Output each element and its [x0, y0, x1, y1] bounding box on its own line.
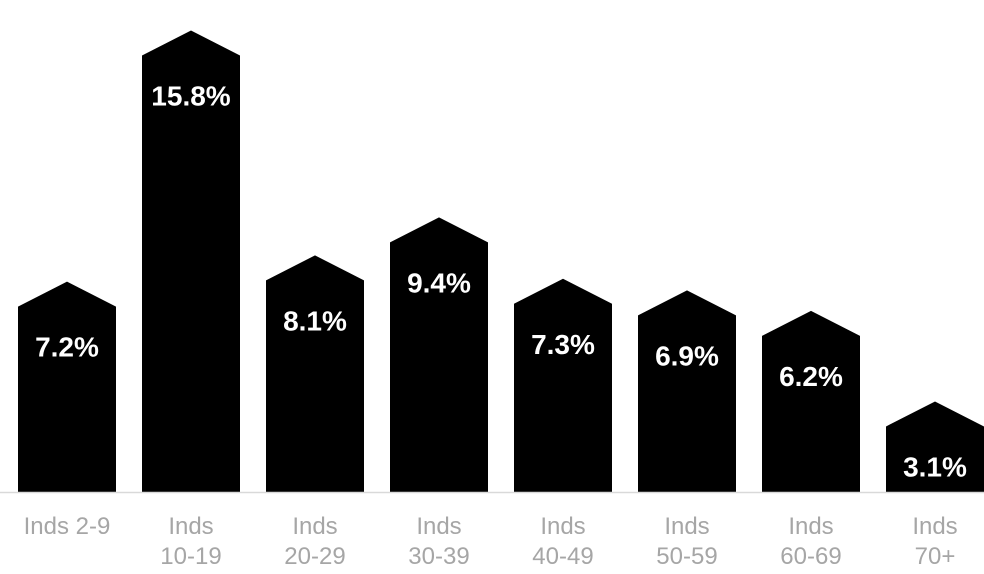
category-label-line: Inds — [168, 513, 213, 540]
category-tick-label: Inds 10-19 — [160, 513, 221, 570]
category-label-line: 10-19 — [160, 543, 221, 570]
category-labels-group: Inds 2-9 Inds 10-19 Inds 20-29 Inds 30-39 Inds 4… — [24, 513, 958, 570]
category-label-line: 50-59 — [656, 543, 717, 570]
bar — [390, 217, 488, 492]
category-label-line: Inds — [292, 513, 337, 540]
category-label-line: 30-39 — [408, 543, 469, 570]
bar-value-label: 7.2% — [35, 332, 99, 363]
bar-value-label: 3.1% — [903, 451, 967, 482]
bar — [18, 281, 116, 492]
bar-value-label: 6.9% — [655, 340, 719, 371]
bar-value-label: 7.3% — [531, 329, 595, 360]
bar — [638, 290, 736, 492]
value-labels-group: 7.2% 15.8% 8.1% 9.4% 7.3% 6.9% 6.2% 3.1% — [35, 80, 967, 482]
category-label-line: Inds — [788, 513, 833, 540]
category-tick-label: Inds 2-9 — [24, 513, 111, 540]
bar-value-label: 9.4% — [407, 267, 471, 298]
category-label-line: Inds — [664, 513, 709, 540]
category-label-line: Inds — [416, 513, 461, 540]
bar — [886, 401, 984, 492]
bar-value-label: 6.2% — [779, 361, 843, 392]
category-label-line: Inds — [912, 513, 957, 540]
category-label-line: Inds — [540, 513, 585, 540]
category-tick-label: Inds 30-39 — [408, 513, 469, 570]
category-label-line: Inds 2-9 — [24, 513, 111, 540]
category-tick-label: Inds 20-29 — [284, 513, 345, 570]
category-tick-label: Inds 60-69 — [780, 513, 841, 570]
bars-group — [18, 30, 984, 492]
bar-value-label: 15.8% — [151, 80, 230, 111]
bar — [762, 310, 860, 492]
category-label-line: 60-69 — [780, 543, 841, 570]
bar — [266, 255, 364, 492]
bar — [142, 30, 240, 492]
category-label-line: 20-29 — [284, 543, 345, 570]
bar — [514, 278, 612, 492]
category-label-line: 40-49 — [532, 543, 593, 570]
bar-value-label: 8.1% — [283, 305, 347, 336]
category-tick-label: Inds 40-49 — [532, 513, 593, 570]
category-tick-label: Inds 50-59 — [656, 513, 717, 570]
category-tick-label: Inds 70+ — [912, 513, 957, 570]
category-label-line: 70+ — [915, 543, 956, 570]
